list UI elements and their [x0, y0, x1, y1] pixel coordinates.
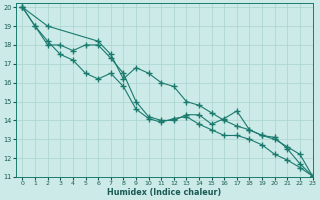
- X-axis label: Humidex (Indice chaleur): Humidex (Indice chaleur): [107, 188, 221, 197]
